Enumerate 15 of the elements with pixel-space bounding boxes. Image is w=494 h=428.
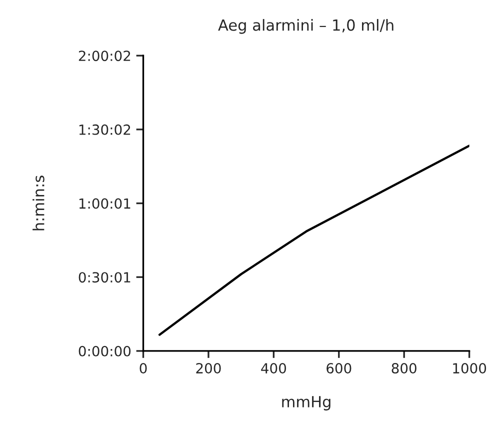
y-tick-label: 0:00:00 [78, 346, 131, 356]
line-series [158, 144, 470, 336]
x-tick-label: 0 [140, 363, 147, 374]
y-tick-label: 0:30:01 [78, 272, 130, 283]
x-axis-title: mmHg [282, 396, 330, 410]
x-tick-label: 1000 [453, 363, 486, 374]
x-tick-label: 600 [326, 363, 352, 374]
x-tick-label: 400 [261, 363, 286, 374]
x-tick-label: 200 [196, 363, 221, 374]
x-tick-label: 800 [392, 363, 416, 374]
y-tick-label: 1:00:01 [79, 198, 130, 209]
y-tick-label: 1:30:02 [79, 124, 130, 135]
y-axis-title: h:min:s [32, 176, 44, 230]
chart-title: Aeg alarmini – 1,0 ml/h [218, 19, 394, 34]
y-tick-label: 2:00:02 [78, 50, 130, 62]
